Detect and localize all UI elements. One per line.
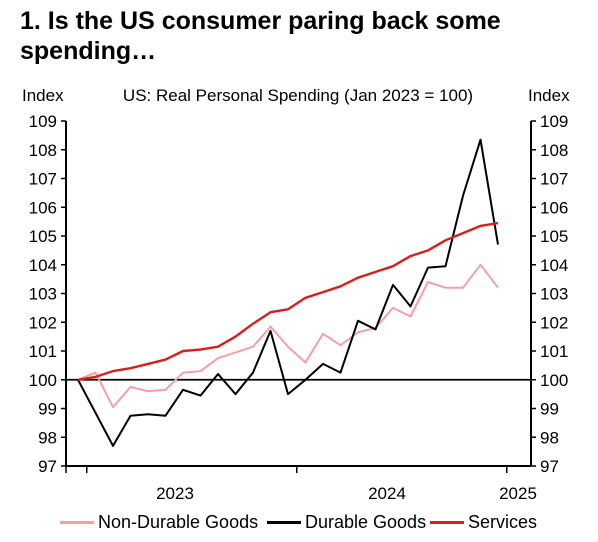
legend-swatch-services: [430, 521, 464, 524]
y-tick-label-right: 108: [540, 141, 568, 160]
y-tick-label-left: 104: [29, 256, 57, 275]
series-line-services: [77, 221, 499, 381]
legend-label-services: Services: [468, 512, 538, 532]
legend-label-durable-goods: Durable Goods: [305, 512, 427, 532]
y-tick-label-left: 109: [29, 112, 57, 131]
series-line-non-durable-goods: [77, 263, 499, 409]
line-chart: US: Real Personal Spending (Jan 2023 = 1…: [22, 86, 570, 503]
legend-label-non-durable-goods: Non-Durable Goods: [98, 512, 259, 532]
legend: Non-Durable Goods Durable Goods Services: [0, 510, 598, 538]
y-tick-label-right: 97: [540, 457, 559, 476]
x-tick-label: 2025: [499, 484, 537, 503]
y-tick-label-right: 106: [540, 198, 568, 217]
y-tick-label-right: 100: [540, 371, 568, 390]
y-tick-label-left: 103: [29, 285, 57, 304]
y-tick-label-left: 100: [29, 371, 57, 390]
y-tick-label-left: 101: [29, 342, 57, 361]
x-tick-label: 2024: [368, 484, 406, 503]
y-tick-label-left: 107: [29, 170, 57, 189]
y-tick-label-left: 97: [38, 457, 57, 476]
y-tick-label-right: 107: [540, 170, 568, 189]
y-tick-label-left: 106: [29, 198, 57, 217]
y-tick-label-right: 101: [540, 342, 568, 361]
legend-swatch-non-durable-goods: [60, 521, 94, 524]
y-tick-label-right: 98: [540, 428, 559, 447]
y-tick-label-left: 102: [29, 313, 57, 332]
legend-item-non-durable-goods: Non-Durable Goods: [60, 512, 258, 533]
axes: [61, 120, 536, 473]
series-lines: [77, 138, 499, 447]
legend-swatch-durable-goods: [267, 521, 301, 524]
legend-item-durable-goods: Durable Goods: [267, 512, 426, 533]
series-line-durable-goods: [77, 138, 499, 447]
y-axis-label-right: Index: [528, 86, 570, 105]
x-tick-label: 2023: [156, 484, 194, 503]
y-tick-label-left: 98: [38, 428, 57, 447]
y-axis-label-left: Index: [22, 86, 64, 105]
legend-item-services: Services: [430, 512, 537, 533]
y-tick-label-right: 99: [540, 400, 559, 419]
y-tick-label-right: 109: [540, 112, 568, 131]
tick-labels: 97 97 98 98 99 99 100 100 101 101 102 102 103 103 104 1…: [29, 112, 569, 503]
y-tick-label-right: 105: [540, 227, 568, 246]
page-title: 1. Is the US consumer paring back some s…: [20, 7, 501, 65]
y-tick-label-right: 103: [540, 285, 568, 304]
y-tick-label-right: 102: [540, 313, 568, 332]
y-tick-label-left: 99: [38, 400, 57, 419]
y-tick-label-left: 105: [29, 227, 57, 246]
y-tick-label-right: 104: [540, 256, 568, 275]
chart-title: US: Real Personal Spending (Jan 2023 = 1…: [123, 86, 473, 105]
y-tick-label-left: 108: [29, 141, 57, 160]
